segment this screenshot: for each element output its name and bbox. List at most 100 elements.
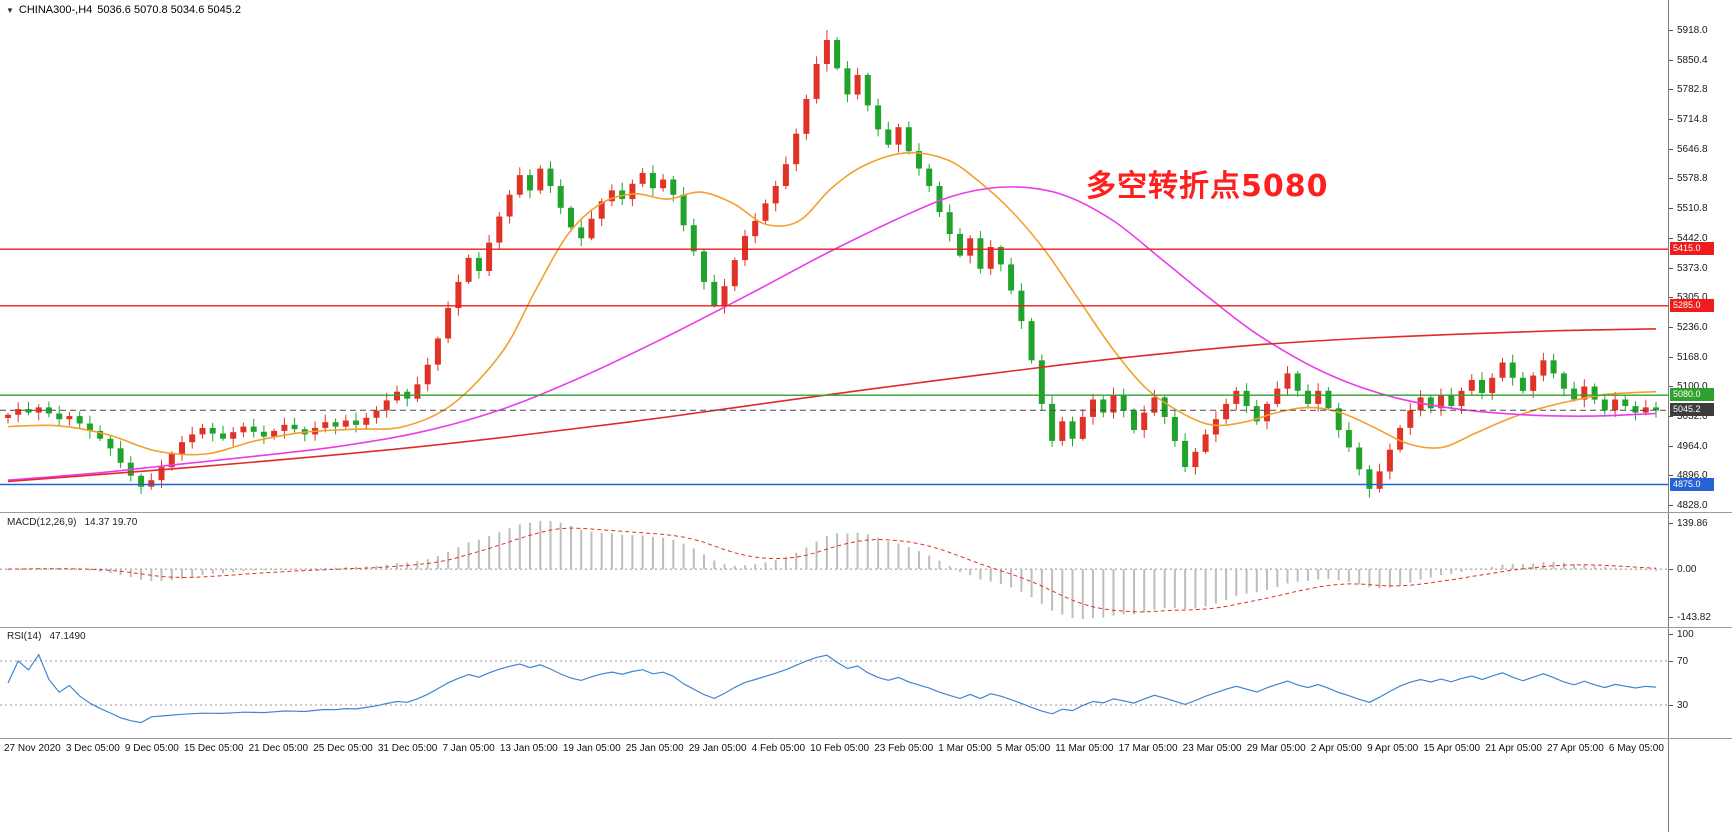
symbol-title: CHINA300-,H4	[18, 4, 93, 16]
price-badge-4875.0[interactable]: 4875.0	[1670, 477, 1714, 491]
ma-fast-orange[interactable]	[7, 151, 1657, 456]
time-label: 23 Feb 05:00	[874, 743, 934, 754]
price-tick-label: 4896.0	[1677, 470, 1708, 482]
price-axis[interactable]: 5918.0 5850.4 5782.8 5714.8 5646.8 5578.8 5510…	[1668, 0, 1732, 832]
price-badge-5285.0[interactable]: 5285.0	[1670, 298, 1714, 312]
time-axis[interactable]: 27 Nov 2020 3 Dec 05:00 9 Dec 05:00 15 Dec …	[0, 739, 1668, 754]
panel-separator-rsi-time[interactable]	[0, 738, 1732, 739]
rsi-tick-mark	[1669, 634, 1673, 635]
price-tick-label: 5236.0	[1677, 321, 1708, 333]
macd-label: MACD(12,26,9) 14.37 19.70	[7, 517, 137, 528]
time-label: 11 Mar 05:00	[1055, 743, 1114, 754]
symbol-info-bar: ▼ CHINA300-,H4 5036.6 5070.8 5034.6 5045…	[6, 4, 241, 16]
time-label: 25 Dec 05:00	[313, 743, 373, 754]
rsi-label: RSI(14) 47.1490	[7, 631, 86, 642]
price-badge-5045.2[interactable]: 5045.2	[1670, 403, 1714, 417]
time-label: 29 Jan 05:00	[688, 743, 747, 754]
rsi-indicator-panel[interactable]	[0, 628, 1668, 738]
time-label: 3 Dec 05:00	[65, 743, 120, 754]
time-label: 31 Dec 05:00	[377, 743, 438, 754]
panel-separator-main-macd[interactable]	[0, 512, 1732, 513]
macd-name: MACD(12,26,9)	[7, 517, 77, 528]
price-tick-mark	[1669, 148, 1673, 150]
time-label: 13 Jan 05:00	[499, 743, 558, 754]
price-tick-label: 5578.8	[1677, 173, 1708, 185]
time-label: 1 Mar 05:00	[938, 743, 992, 754]
price-tick-label: 5305.0	[1677, 292, 1708, 304]
macd-tick-mark	[1669, 569, 1673, 571]
macd-tick-mark	[1669, 522, 1673, 524]
rsi-tick-label: 30	[1677, 700, 1689, 711]
time-label: 10 Feb 05:00	[810, 743, 870, 754]
price-tick-mark	[1669, 178, 1673, 180]
time-label: 27 Apr 05:00	[1547, 743, 1604, 754]
candles	[5, 30, 1659, 498]
price-tick-mark	[1669, 208, 1673, 210]
price-tick-label: 5850.4	[1677, 54, 1708, 66]
price-tick-label: 5918.0	[1677, 25, 1708, 36]
price-tick-mark	[1669, 356, 1673, 358]
price-tick-label: 4828.0	[1677, 500, 1708, 511]
ma-slow-red[interactable]	[7, 328, 1657, 483]
rsi-name: RSI(14)	[7, 631, 42, 642]
time-label: 15 Apr 05:00	[1423, 743, 1481, 754]
price-tick-mark	[1669, 237, 1673, 239]
chart-annotation-text[interactable]: 多空转折点5080	[1086, 169, 1329, 204]
panel-separator-macd-rsi[interactable]	[0, 627, 1732, 628]
time-label: 4 Feb 05:00	[751, 743, 806, 754]
macd-tick-label: 0.00	[1677, 564, 1697, 576]
horizontal-level-lines	[0, 248, 1668, 486]
main-price-chart[interactable]	[0, 0, 1668, 512]
macd-tick-label: -143.82	[1677, 611, 1711, 623]
rsi-tick-mark	[1669, 705, 1673, 706]
rsi-tick-label: 70	[1677, 656, 1689, 667]
price-tick-label: 5782.8	[1677, 84, 1708, 96]
time-label: 23 Mar 05:00	[1182, 743, 1242, 754]
price-tick-mark	[1669, 445, 1673, 447]
time-label: 6 May 05:00	[1608, 743, 1664, 754]
price-tick-mark	[1669, 30, 1673, 31]
price-tick-mark	[1669, 89, 1673, 91]
time-label: 15 Dec 05:00	[183, 743, 244, 754]
price-tick-mark	[1669, 475, 1673, 477]
price-tick-mark	[1669, 505, 1673, 506]
time-label: 7 Jan 05:00	[442, 743, 495, 754]
time-label: 21 Dec 05:00	[248, 743, 309, 754]
price-tick-mark	[1669, 119, 1673, 121]
moving-averages	[7, 151, 1657, 483]
price-tick-mark	[1669, 415, 1673, 417]
macd-signal-line	[7, 527, 1657, 613]
price-badge-5415.0[interactable]: 5415.0	[1670, 242, 1714, 256]
price-tick-mark	[1669, 59, 1673, 61]
time-label: 5 Mar 05:00	[996, 743, 1051, 754]
price-tick-label: 5510.8	[1677, 203, 1708, 215]
rsi-tick-label: 100	[1677, 629, 1694, 640]
price-tick-label: 5646.8	[1677, 143, 1708, 155]
macd-tick-mark	[1669, 616, 1673, 618]
time-label: 21 Apr 05:00	[1485, 743, 1542, 754]
time-label: 19 Jan 05:00	[562, 743, 621, 754]
price-tick-mark	[1669, 326, 1673, 328]
time-label: 9 Dec 05:00	[124, 743, 179, 754]
price-tick-mark	[1669, 267, 1673, 269]
rsi-line	[7, 653, 1657, 724]
price-tick-label: 5032.0	[1677, 410, 1708, 422]
symbol-ohlc-values: 5036.6 5070.8 5034.6 5045.2	[97, 4, 242, 16]
time-label: 29 Mar 05:00	[1246, 743, 1306, 754]
macd-values: 14.37 19.70	[84, 517, 138, 528]
collapse-chart-icon[interactable]: ▼	[6, 5, 14, 15]
ma-mid-magenta[interactable]	[7, 186, 1657, 481]
price-badge-5080.0[interactable]: 5080.0	[1670, 388, 1714, 402]
time-label: 17 Mar 05:00	[1118, 743, 1178, 754]
rsi-value: 47.1490	[49, 631, 86, 642]
macd-indicator-panel[interactable]	[0, 513, 1668, 627]
price-tick-label: 4964.0	[1677, 440, 1708, 452]
macd-histogram	[7, 520, 1657, 619]
time-label: 9 Apr 05:00	[1367, 743, 1419, 754]
price-tick-label: 5168.0	[1677, 351, 1708, 363]
time-label: 2 Apr 05:00	[1310, 743, 1362, 754]
price-tick-mark	[1669, 386, 1673, 388]
time-label: 27 Nov 2020	[4, 743, 61, 754]
macd-tick-label: 139.86	[1677, 517, 1708, 529]
